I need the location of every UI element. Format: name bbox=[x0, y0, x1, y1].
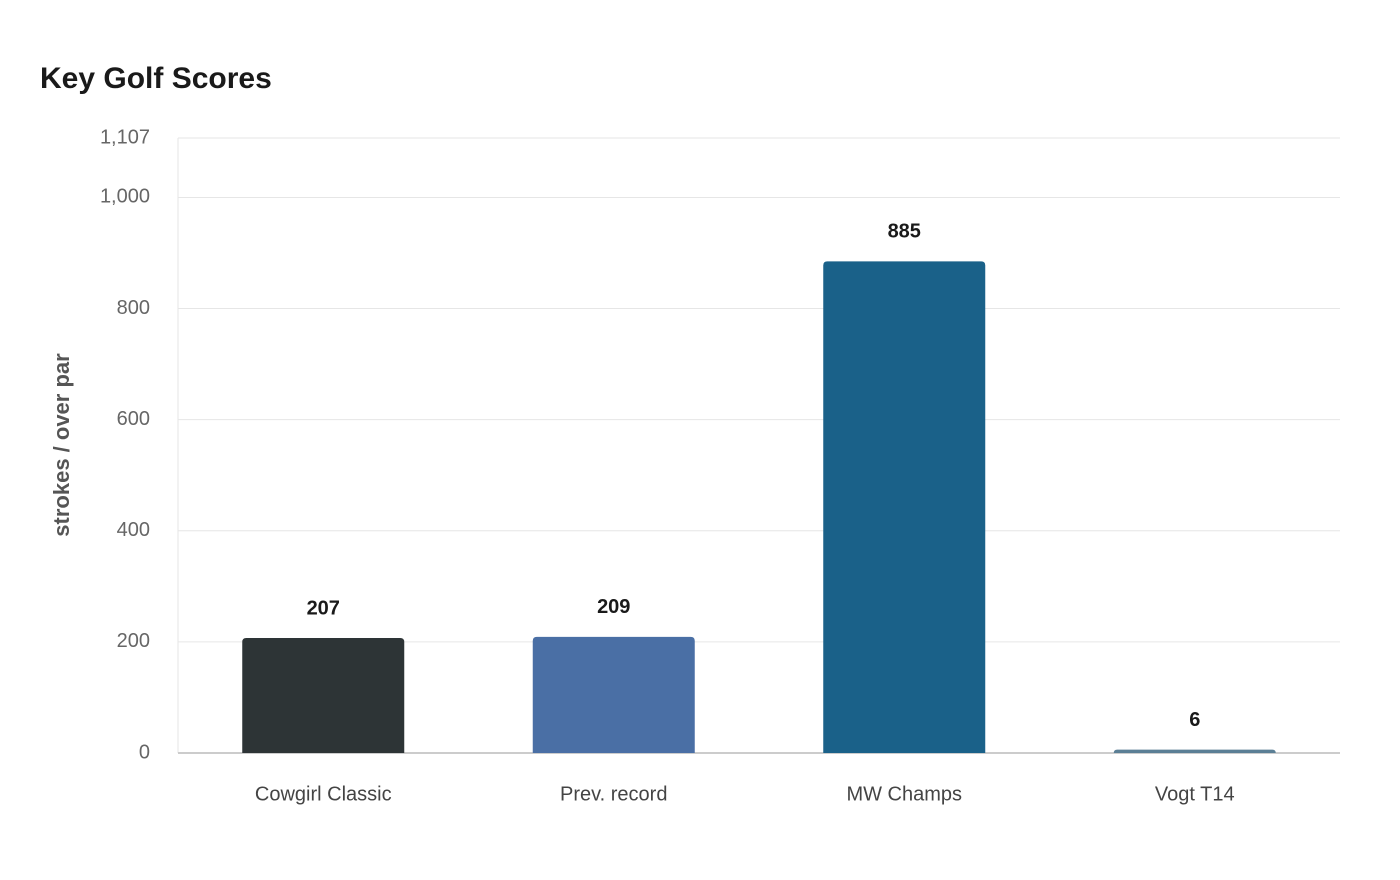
bar bbox=[532, 636, 695, 753]
bar bbox=[823, 261, 986, 753]
y-tick-label: 0 bbox=[139, 741, 150, 763]
y-axis-label: strokes / over par bbox=[49, 353, 74, 537]
x-tick-label: MW Champs bbox=[846, 783, 962, 805]
bar bbox=[242, 638, 405, 753]
x-tick-label: Prev. record bbox=[560, 783, 667, 805]
x-tick-label: Cowgirl Classic bbox=[255, 783, 392, 805]
y-tick-label: 600 bbox=[117, 408, 150, 430]
value-label: 209 bbox=[597, 596, 630, 618]
y-tick-label: 400 bbox=[117, 519, 150, 541]
y-tick-label: 200 bbox=[117, 630, 150, 652]
y-tick-label: 1,107 bbox=[100, 126, 150, 148]
chart-title: Key Golf Scores bbox=[40, 62, 272, 95]
y-tick-label: 1,000 bbox=[100, 186, 150, 208]
value-label: 207 bbox=[307, 597, 340, 619]
x-tick-label: Vogt T14 bbox=[1155, 783, 1235, 805]
y-tick-label: 800 bbox=[117, 297, 150, 319]
bar bbox=[1113, 749, 1276, 753]
value-label: 885 bbox=[888, 221, 921, 243]
value-label: 6 bbox=[1189, 709, 1200, 731]
